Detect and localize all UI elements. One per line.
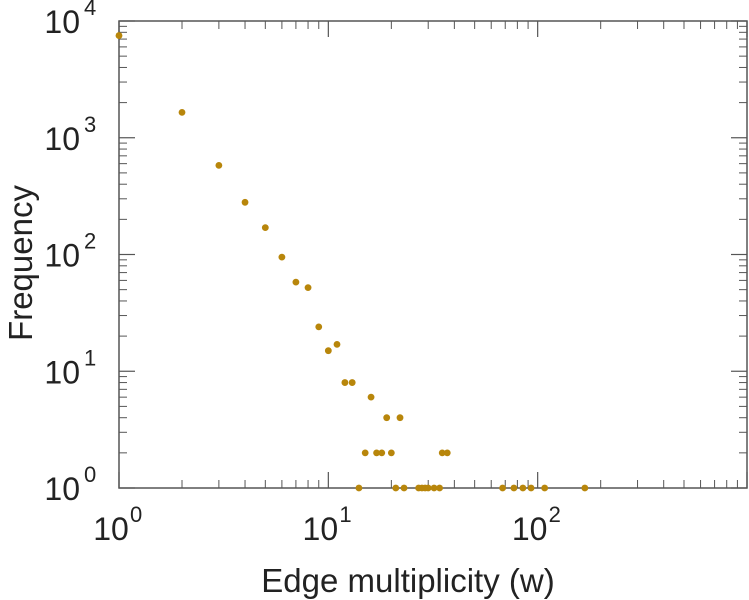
data-point (424, 484, 432, 492)
data-point (519, 484, 527, 492)
y-tick-label: 10 0 (44, 462, 96, 507)
data-point (315, 323, 323, 331)
x-tick-label-base: 10 (303, 511, 339, 547)
data-point (510, 484, 518, 492)
data-point (215, 161, 223, 169)
data-points (115, 32, 589, 492)
y-tick-label-base: 10 (44, 4, 80, 40)
x-tick-label: 10 2 (512, 502, 561, 547)
y-tick-label-base: 10 (44, 121, 80, 157)
data-point (499, 484, 507, 492)
data-point (355, 484, 363, 492)
data-point (378, 449, 386, 457)
data-point (383, 414, 391, 422)
x-tick-label-base: 10 (93, 511, 129, 547)
data-point (392, 484, 400, 492)
data-point (443, 449, 451, 457)
data-point (361, 449, 369, 457)
data-point (436, 484, 443, 492)
x-tick-label: 10 1 (303, 502, 352, 547)
y-tick-label-base: 10 (44, 354, 80, 390)
data-point (304, 284, 312, 292)
y-tick-label-exponent: 2 (84, 229, 96, 254)
data-point (367, 393, 375, 401)
x-tick-label: 10 0 (93, 502, 142, 547)
data-point (341, 379, 349, 386)
data-point (348, 379, 356, 386)
data-point (387, 449, 395, 457)
minor-ticks (119, 21, 747, 488)
x-tick-label-exponent: 1 (339, 502, 351, 527)
data-point (115, 32, 123, 39)
y-tick-label: 10 1 (44, 345, 96, 390)
y-tick-label-exponent: 4 (84, 0, 96, 20)
data-point (324, 347, 332, 355)
data-point (261, 224, 269, 231)
major-ticks (118, 20, 748, 489)
y-tick-label: 10 4 (44, 0, 96, 40)
y-tick-label-base: 10 (44, 471, 80, 507)
y-tick-label-exponent: 0 (84, 462, 96, 487)
data-point (333, 340, 341, 348)
y-tick-label-base: 10 (44, 238, 80, 274)
x-tick-label-exponent: 2 (549, 502, 561, 527)
data-point (438, 449, 446, 457)
y-axis-label: Frequency (2, 185, 39, 341)
data-point (430, 484, 438, 492)
data-point (178, 108, 186, 116)
data-point (396, 414, 404, 422)
data-point (541, 484, 549, 492)
data-point (241, 198, 249, 206)
data-point (292, 278, 300, 286)
x-axis-label: Edge multiplicity (w) (261, 562, 554, 599)
y-tick-label: 10 3 (44, 112, 96, 157)
y-tick-label-exponent: 3 (84, 112, 96, 137)
y-tick-label-exponent: 1 (84, 345, 96, 370)
y-tick-label: 10 2 (44, 229, 96, 274)
data-point (581, 484, 589, 492)
data-point (527, 484, 535, 492)
data-point (400, 484, 408, 492)
data-point (373, 449, 380, 457)
x-tick-label-base: 10 (512, 511, 548, 547)
data-point (278, 253, 286, 261)
x-tick-label-exponent: 0 (130, 502, 142, 527)
x-tick-labels: 10 0 10 1 10 2 (93, 502, 561, 547)
plot-frame (118, 20, 748, 489)
